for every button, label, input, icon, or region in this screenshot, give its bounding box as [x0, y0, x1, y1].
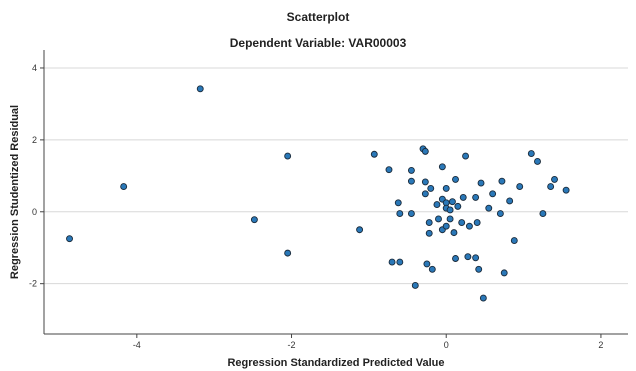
data-point	[462, 152, 470, 160]
plot-area: 4 2 0 -2 -4 -2 0 2	[29, 50, 628, 350]
data-point	[442, 222, 450, 230]
chart-title: Scatterplot	[286, 10, 350, 24]
data-point	[475, 265, 483, 273]
data-point	[356, 226, 364, 234]
data-point	[458, 219, 466, 227]
data-point	[473, 219, 481, 227]
data-point	[446, 215, 454, 223]
data-point	[394, 199, 402, 207]
data-point	[66, 235, 73, 243]
data-point	[421, 190, 429, 198]
data-point	[411, 282, 419, 289]
data-point	[452, 255, 459, 262]
y-tick-label: 2	[32, 135, 37, 145]
data-point	[433, 201, 441, 209]
data-point	[425, 219, 433, 227]
data-point	[425, 229, 433, 237]
y-tick-label: -2	[29, 279, 37, 289]
data-point	[452, 175, 459, 183]
x-tick-label: 0	[444, 340, 449, 350]
data-point	[421, 147, 429, 155]
data-point	[427, 184, 435, 192]
data-point	[370, 150, 378, 158]
y-tick-label: 4	[32, 63, 37, 73]
data-point	[464, 253, 472, 261]
data-point	[477, 179, 485, 187]
y-tick-label: 0	[32, 207, 37, 217]
data-point	[454, 202, 462, 210]
data-point	[396, 210, 404, 218]
data-points	[66, 85, 570, 302]
data-point	[534, 157, 541, 165]
data-point	[472, 193, 480, 201]
chart-subtitle: Dependent Variable: VAR00003	[229, 36, 407, 50]
data-point	[446, 206, 454, 214]
data-point	[539, 210, 547, 218]
data-point	[385, 166, 393, 174]
data-point	[472, 254, 480, 262]
data-point	[527, 150, 535, 157]
y-axis-title: Regression Studentized Residual	[9, 105, 21, 279]
data-point	[438, 163, 446, 171]
data-point	[498, 177, 506, 185]
data-point	[435, 215, 442, 223]
axes	[40, 50, 628, 338]
x-tick-label: -4	[133, 340, 141, 350]
data-point	[407, 210, 415, 218]
data-point	[423, 260, 431, 268]
data-point	[510, 237, 518, 244]
data-point	[485, 204, 493, 212]
data-point	[388, 258, 396, 266]
data-point	[496, 210, 504, 218]
data-point	[516, 183, 524, 191]
data-point	[450, 229, 458, 237]
plot-background	[44, 50, 628, 334]
data-point	[489, 190, 497, 198]
data-point	[448, 198, 456, 206]
data-point	[465, 222, 473, 230]
data-point	[284, 249, 292, 257]
data-point	[459, 193, 467, 201]
x-axis-title: Regression Standardized Predicted Value	[227, 357, 444, 369]
data-point	[421, 178, 429, 186]
data-point	[428, 265, 436, 273]
data-point	[500, 269, 508, 277]
data-point	[547, 183, 555, 191]
data-point	[396, 258, 404, 266]
data-point	[442, 184, 450, 192]
x-tick-label: -2	[288, 340, 296, 350]
data-point	[196, 85, 204, 93]
data-point	[551, 175, 558, 183]
data-point	[479, 294, 487, 302]
data-point	[407, 177, 415, 185]
x-tick-label: 2	[598, 340, 603, 350]
data-point	[250, 216, 258, 224]
data-point	[407, 166, 415, 174]
data-point	[120, 183, 128, 191]
data-point	[562, 186, 570, 194]
tick-labels: 4 2 0 -2 -4 -2 0 2	[29, 63, 603, 350]
data-point	[506, 197, 514, 205]
data-point	[284, 152, 292, 160]
